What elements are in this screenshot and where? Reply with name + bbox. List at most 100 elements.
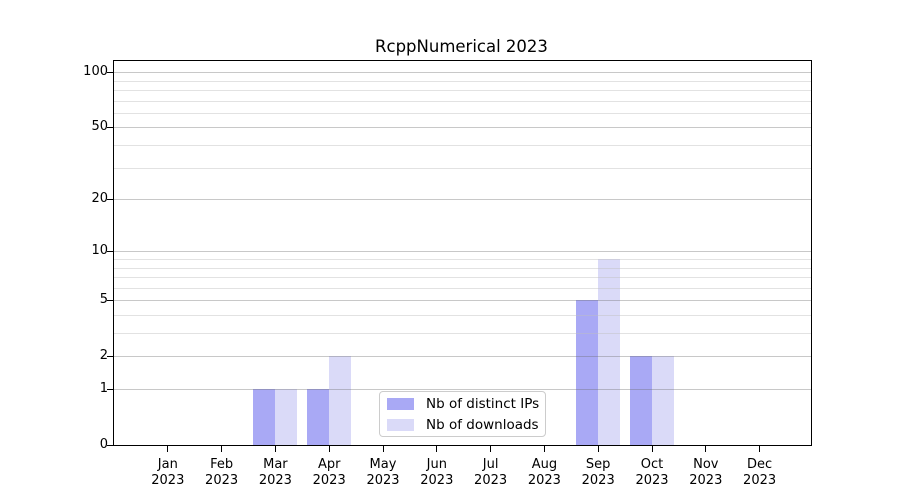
legend-label: Nb of downloads: [426, 416, 539, 433]
y-axis-label-2: 2: [99, 348, 108, 364]
y-axis-label-100: 100: [83, 64, 108, 80]
x-axis-tick-jun: [436, 446, 438, 452]
x-axis-label-jan: Jan 2023: [133, 457, 203, 489]
y-axis-tick-1: [107, 388, 114, 390]
x-axis-year-oct: 2023: [635, 473, 669, 488]
x-axis-year-nov: 2023: [689, 473, 723, 488]
minor-gridline-4: [114, 315, 811, 316]
x-axis-month-aug: Aug: [531, 457, 558, 472]
x-axis-label-apr: Apr 2023: [294, 457, 364, 489]
bar-distinct-ips-oct: [630, 356, 652, 445]
minor-gridline-9: [114, 259, 811, 260]
legend-label: Nb of distinct IPs: [426, 395, 540, 412]
y-axis-tick-5: [107, 299, 114, 301]
y-axis-tick-0: [107, 444, 114, 446]
major-gridline-100: [114, 72, 811, 74]
x-axis-label-sep: Sep 2023: [563, 457, 633, 489]
x-axis-year-may: 2023: [366, 473, 400, 488]
x-axis-year-feb: 2023: [205, 473, 239, 488]
x-axis-month-may: May: [369, 457, 397, 472]
x-axis-label-jul: Jul 2023: [456, 457, 526, 489]
major-gridline-10: [114, 251, 811, 253]
legend-entry-distinct-ips: Nb of distinct IPs: [387, 395, 540, 412]
minor-gridline-6: [114, 287, 811, 289]
x-axis-label-nov: Nov 2023: [671, 457, 741, 489]
x-axis-month-jun: Jun: [426, 457, 447, 472]
minor-gridline-60: [114, 112, 811, 114]
x-axis-label-oct: Oct 2023: [617, 457, 687, 489]
y-axis-label-0: 0: [99, 437, 108, 452]
y-axis-label-1: 1: [99, 381, 108, 396]
bar-downloads-apr: [329, 356, 352, 445]
x-axis-month-jan: Jan: [157, 457, 178, 472]
minor-gridline-7: [114, 277, 811, 278]
x-axis-month-feb: Feb: [210, 457, 234, 472]
x-axis-label-aug: Aug 2023: [509, 457, 579, 489]
major-gridline-5: [114, 300, 811, 302]
y-axis-tick-10: [107, 250, 114, 252]
x-axis-label-may: May 2023: [348, 457, 418, 489]
x-axis-month-jul: Jul: [482, 457, 499, 472]
x-axis-month-nov: Nov: [693, 457, 719, 472]
plot-area: 0 1 2 5 10 20 50 100 Jan 2023 Feb 2023 Mar 2023 Apr 202…: [83, 60, 812, 488]
bar-downloads-mar: [275, 389, 298, 445]
x-axis-year-jan: 2023: [151, 473, 185, 488]
x-axis-month-dec: Dec: [747, 457, 773, 472]
legend-entry-downloads: Nb of downloads: [387, 416, 539, 433]
y-axis-tick-2: [107, 355, 114, 357]
y-axis-label-5: 5: [99, 292, 108, 308]
x-axis-tick-aug: [543, 446, 545, 452]
major-gridline-20: [114, 199, 811, 201]
y-axis-label-50: 50: [91, 119, 108, 135]
minor-gridline-70: [114, 100, 811, 102]
x-axis-year-mar: 2023: [258, 473, 292, 488]
x-axis-tick-oct: [651, 446, 653, 452]
legend: Nb of distinct IPs Nb of downloads: [379, 391, 546, 437]
x-axis-tick-mar: [274, 446, 276, 452]
x-axis-tick-feb: [221, 446, 223, 452]
bar-downloads-sep: [598, 259, 621, 445]
bar-distinct-ips-apr: [307, 389, 330, 445]
x-axis-year-jun: 2023: [420, 473, 454, 488]
bar-downloads-oct: [652, 356, 674, 445]
minor-gridline-8: [114, 267, 811, 269]
x-axis-month-apr: Apr: [317, 457, 341, 472]
major-gridline-1: [114, 389, 811, 390]
bar-distinct-ips-sep: [576, 300, 599, 445]
y-axis-tick-100: [107, 71, 114, 73]
bar-distinct-ips-mar: [253, 389, 276, 445]
x-axis-tick-apr: [328, 446, 330, 452]
major-gridline-2: [114, 356, 811, 358]
x-axis-year-dec: 2023: [743, 473, 777, 488]
y-axis-label-10: 10: [91, 243, 108, 259]
x-axis-month-sep: Sep: [585, 457, 611, 472]
y-axis-tick-50: [107, 126, 114, 128]
minor-gridline-40: [114, 145, 811, 146]
y-axis-label-20: 20: [91, 191, 108, 207]
y-axis-tick-20: [107, 198, 114, 200]
legend-swatch-icon: [387, 418, 414, 431]
x-axis-year-jul: 2023: [474, 473, 508, 488]
x-axis-month-mar: Mar: [263, 457, 288, 472]
x-axis-tick-jan: [167, 446, 169, 452]
x-axis-tick-sep: [597, 446, 599, 452]
major-gridline-50: [114, 127, 811, 129]
legend-swatch-icon: [387, 397, 414, 410]
x-axis-year-aug: 2023: [527, 473, 561, 488]
minor-gridline-30: [114, 167, 811, 169]
x-axis-year-apr: 2023: [312, 473, 346, 488]
minor-gridline-80: [114, 90, 811, 91]
x-axis-label-feb: Feb 2023: [187, 457, 257, 489]
x-axis-label-mar: Mar 2023: [240, 457, 310, 489]
x-axis-label-jun: Jun 2023: [402, 457, 472, 489]
x-axis-month-oct: Oct: [640, 457, 664, 472]
chart-title: RcppNumerical 2023: [375, 37, 548, 56]
x-axis-tick-may: [382, 446, 384, 452]
minor-gridline-90: [114, 80, 811, 82]
x-axis-year-sep: 2023: [581, 473, 615, 488]
minor-gridline-3: [114, 333, 811, 334]
x-axis-label-dec: Dec 2023: [725, 457, 795, 489]
x-axis-tick-jul: [490, 446, 492, 452]
x-axis-tick-dec: [759, 446, 761, 452]
